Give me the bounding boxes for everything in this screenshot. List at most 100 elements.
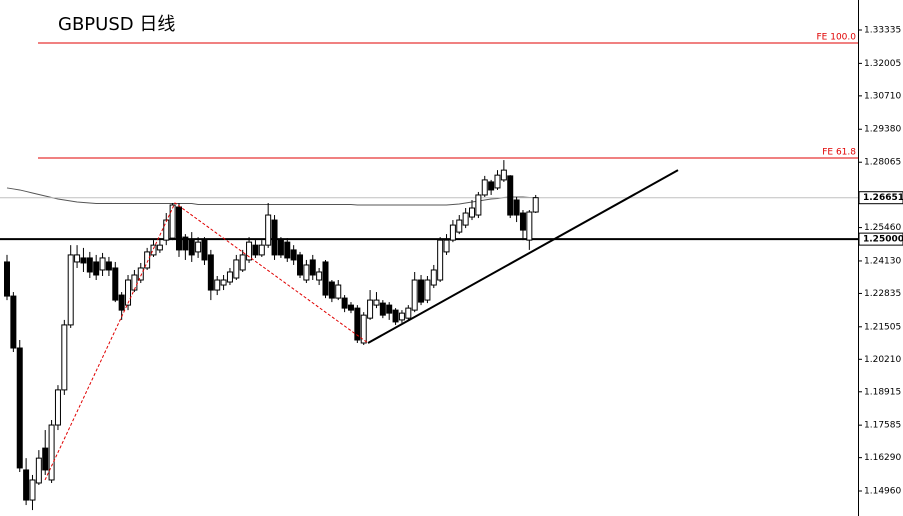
candle-body — [169, 204, 176, 239]
candle-body — [61, 324, 68, 391]
candle-body — [271, 219, 278, 256]
y-tick-label: 1.29380 — [864, 125, 901, 135]
candle-body — [354, 307, 361, 341]
candle-body — [125, 279, 132, 306]
candle-body — [373, 299, 380, 306]
candle-body — [118, 294, 125, 311]
candle-body — [182, 236, 189, 251]
y-tick-label: 1.14960 — [864, 487, 901, 497]
y-tick-label: 1.16290 — [864, 453, 901, 463]
candle-body — [500, 169, 507, 181]
candle-body — [48, 424, 55, 481]
candle-body — [67, 254, 74, 326]
candle-body — [398, 312, 405, 321]
candle-body — [309, 259, 316, 276]
candle-body — [437, 239, 444, 281]
candle-body — [475, 194, 482, 216]
candle-body — [443, 239, 450, 253]
candle-body — [105, 261, 112, 271]
candle-body — [99, 257, 106, 271]
candle-body — [386, 304, 393, 314]
candle-body — [207, 254, 214, 291]
y-tick-label: 1.28065 — [864, 158, 901, 168]
candle-body — [297, 254, 304, 276]
y-tick-label: 1.21505 — [864, 322, 901, 332]
y-tick-label: 1.22835 — [864, 289, 901, 299]
candle-body — [163, 219, 170, 241]
candle-body — [424, 279, 431, 301]
price-label: 1.25000 — [863, 235, 903, 245]
candle-body — [347, 304, 354, 311]
candle-body — [303, 264, 310, 281]
candle-body — [80, 257, 87, 264]
candle-body — [488, 181, 495, 191]
candle-body — [10, 295, 17, 349]
candle-body — [316, 271, 323, 281]
trend-line — [44, 202, 369, 481]
candle-body — [513, 199, 520, 216]
candle-body — [379, 302, 386, 316]
trend-line — [367, 169, 679, 344]
candle-body — [258, 244, 265, 256]
candle-body — [418, 279, 425, 303]
candle-body — [35, 457, 42, 484]
candle-body — [144, 251, 151, 269]
candle-body — [226, 271, 233, 283]
y-tick-label: 1.24130 — [864, 256, 901, 266]
candle-body — [284, 241, 291, 259]
candle-body — [93, 261, 100, 276]
candle-body — [277, 239, 284, 256]
price-box — [858, 191, 903, 205]
y-tick-label: 1.20210 — [864, 355, 901, 365]
candle-body — [411, 279, 418, 311]
candle-body — [239, 254, 246, 271]
price-box — [858, 232, 903, 246]
y-tick-label: 1.18915 — [864, 387, 901, 397]
candle-body — [532, 197, 539, 213]
moving-average — [6, 187, 536, 206]
candle-body — [430, 269, 437, 286]
level-label: FE 100.0 — [817, 33, 857, 43]
y-tick-label: 1.32005 — [864, 59, 901, 69]
y-tick-label: 1.30710 — [864, 91, 901, 101]
candle-body — [252, 244, 259, 256]
candle-body — [175, 206, 182, 251]
candle-body — [519, 212, 526, 231]
candle-body — [322, 261, 329, 296]
candle-body — [367, 299, 374, 319]
chart-title: GBPUSD 日线 — [58, 14, 175, 35]
candle-body — [137, 267, 144, 281]
candle-body — [42, 447, 49, 471]
candle-body — [481, 179, 488, 196]
candle-body — [494, 174, 501, 189]
candle-body — [290, 249, 297, 261]
candle-body — [456, 219, 463, 233]
candle-body — [265, 214, 272, 246]
candle-body — [54, 389, 61, 426]
y-tick-label: 1.25460 — [864, 223, 901, 233]
candle-body — [341, 297, 348, 309]
candle-body — [462, 212, 469, 226]
candle-body — [16, 347, 23, 469]
level-label: FE 61.8 — [822, 148, 856, 158]
candle-body — [86, 257, 93, 273]
candle-body — [74, 254, 81, 263]
candle-body — [29, 479, 36, 501]
candle-body — [469, 207, 476, 218]
candle-body — [201, 239, 208, 261]
candle-body — [150, 244, 157, 256]
candle-body — [246, 241, 253, 261]
candle-body — [360, 314, 367, 344]
candle-body — [188, 239, 195, 256]
y-tick-label: 1.33335 — [864, 26, 901, 36]
y-tick-label: 1.17585 — [864, 421, 901, 431]
price-label: 1.26651 — [863, 193, 903, 203]
candle-body — [328, 281, 335, 299]
candle-body — [112, 267, 119, 301]
candle-body — [507, 175, 514, 216]
candle-body — [156, 244, 163, 251]
candle-body — [131, 274, 138, 291]
